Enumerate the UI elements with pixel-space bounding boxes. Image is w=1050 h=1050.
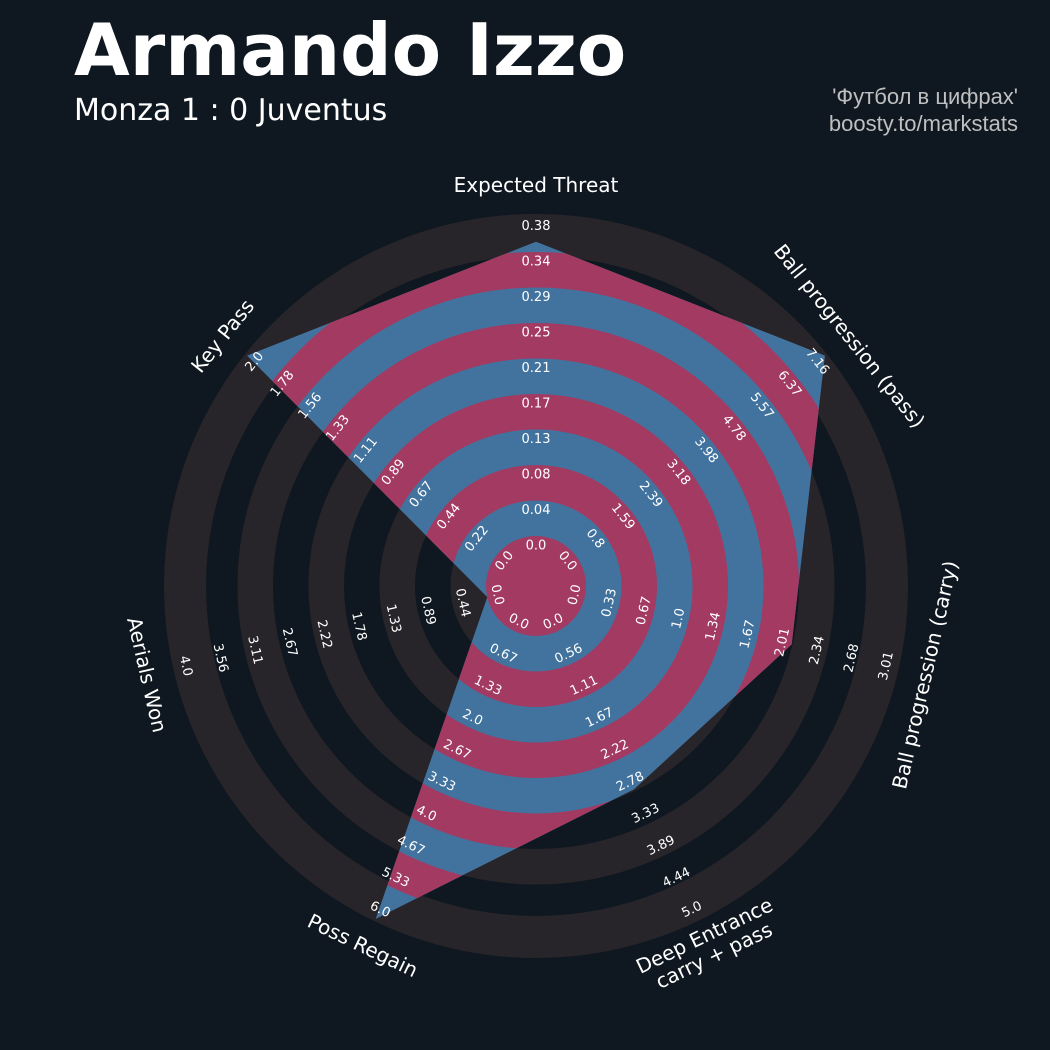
tick-label: 0.0: [565, 583, 584, 607]
tick-label: 2.34: [807, 634, 828, 666]
tick-label: 1.33: [383, 603, 404, 635]
credit-line-2: boosty.to/markstats: [828, 111, 1018, 136]
page-title: Armando Izzo: [74, 8, 627, 92]
tick-label: 2.68: [841, 642, 862, 674]
match-subtitle: Monza 1 : 0 Juventus: [74, 93, 388, 128]
tick-label: 0.44: [452, 587, 473, 619]
tick-label: 0.21: [522, 361, 551, 376]
tick-label: 0.08: [522, 468, 551, 483]
tick-label: 0.29: [522, 290, 551, 305]
tick-label: 2.67: [279, 627, 300, 659]
tick-label: 0.04: [522, 503, 551, 518]
tick-label: 0.89: [417, 595, 438, 627]
tick-label: 0.17: [522, 397, 551, 412]
tick-label: 1.67: [737, 619, 758, 651]
tick-label: 0.67: [634, 595, 655, 627]
tick-label: 0.34: [522, 255, 551, 270]
tick-label: 2.22: [313, 619, 334, 651]
tick-label: 1.0: [669, 607, 688, 631]
radar-fill-band: [486, 536, 586, 636]
tick-label: 3.11: [244, 634, 265, 666]
tick-label: 1.78: [348, 611, 369, 643]
axis-label: Expected Threat: [454, 173, 619, 197]
tick-label: 2.01: [772, 627, 793, 659]
tick-label: 1.34: [703, 611, 724, 643]
tick-label: 0.13: [522, 432, 551, 447]
tick-label: 0.0: [487, 583, 506, 607]
tick-label: 0.38: [522, 219, 551, 234]
credit-line-1: 'Футбол в цифрах': [832, 84, 1018, 109]
axis-label: Aerials Won: [123, 615, 173, 735]
tick-label: 0.25: [522, 326, 551, 341]
tick-label: 4.0: [176, 654, 195, 678]
tick-label: 3.56: [210, 642, 231, 674]
tick-label: 3.01: [876, 650, 897, 682]
tick-label: 0.0: [526, 539, 547, 554]
tick-label: 0.33: [599, 587, 620, 619]
